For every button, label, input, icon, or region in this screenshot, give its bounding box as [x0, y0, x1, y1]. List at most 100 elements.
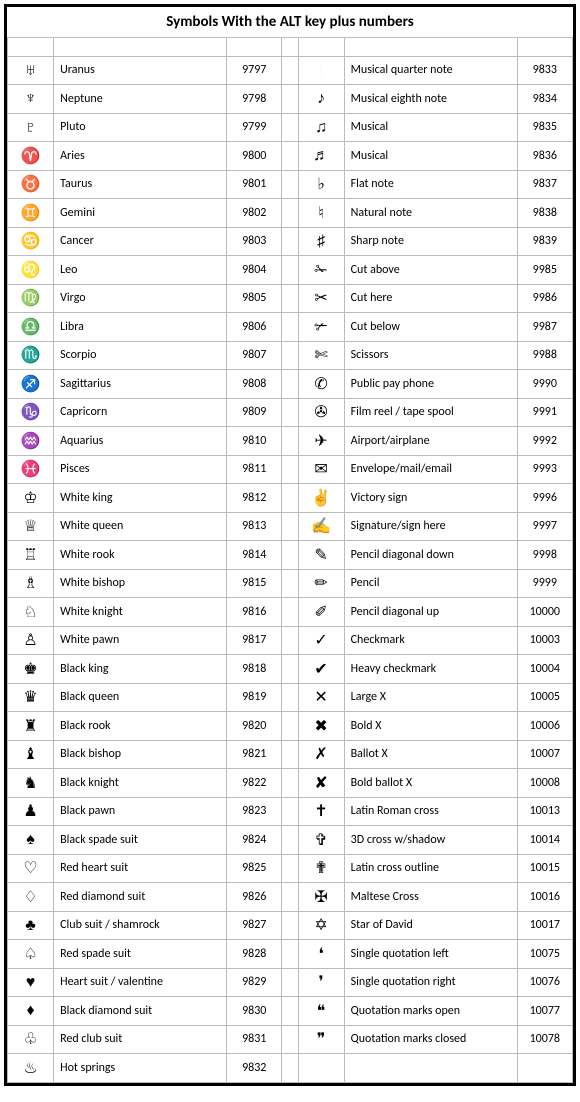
name-cell: Uranus — [54, 56, 227, 85]
table-container: Symbols With the ALT key plus numbers ♅U… — [4, 4, 576, 1086]
code-cell: 9993 — [517, 455, 572, 484]
symbol-cell: ♢ — [8, 883, 54, 912]
name-cell: Bold ballot X — [344, 769, 517, 798]
code-cell: 9823 — [227, 797, 282, 826]
symbol-cell: ✂ — [298, 284, 344, 313]
code-cell: 9808 — [227, 370, 282, 399]
gap-cell — [282, 370, 298, 399]
name-cell: Pencil — [344, 569, 517, 598]
name-cell: Single quotation left — [344, 940, 517, 969]
code-cell: 9827 — [227, 911, 282, 940]
symbol-cell: ♣ — [8, 911, 54, 940]
table-row: ♊Gemini9802♮Natural note9838 — [8, 199, 573, 228]
symbol-cell: ✐ — [298, 598, 344, 627]
symbol-cell: ♠ — [8, 826, 54, 855]
name-cell: White rook — [54, 541, 227, 570]
table-row: ♔White king9812✌Victory sign9996 — [8, 484, 573, 513]
symbol-cell: ♖ — [8, 541, 54, 570]
table-row: ♛Black queen9819✕Large X10005 — [8, 683, 573, 712]
name-cell: Heart suit / valentine — [54, 968, 227, 997]
table-row: ♅Uranus9797♩Musical quarter note9833 — [8, 56, 573, 85]
name-cell: Quotation marks closed — [344, 1025, 517, 1054]
symbol-cell: ♍ — [8, 284, 54, 313]
name-cell: Airport/airplane — [344, 427, 517, 456]
gap-cell — [282, 626, 298, 655]
name-cell: Maltese Cross — [344, 883, 517, 912]
symbol-cell: ♘ — [8, 598, 54, 627]
name-cell: Virgo — [54, 284, 227, 313]
code-cell: 10013 — [517, 797, 572, 826]
gap-cell — [282, 427, 298, 456]
name-cell: Ballot X — [344, 740, 517, 769]
table-row: ♇Pluto9799♫Musical9835 — [8, 113, 573, 142]
code-cell: 9818 — [227, 655, 282, 684]
code-cell: 9817 — [227, 626, 282, 655]
symbol-cell: ♩ — [298, 56, 344, 85]
symbol-cell: ♕ — [8, 512, 54, 541]
code-cell: 9800 — [227, 142, 282, 171]
name-cell: White knight — [54, 598, 227, 627]
code-cell: 9809 — [227, 398, 282, 427]
code-cell: 10017 — [517, 911, 572, 940]
symbol-cell: ♉ — [8, 170, 54, 199]
name-cell: Black rook — [54, 712, 227, 741]
name-cell: Star of David — [344, 911, 517, 940]
code-cell: 9828 — [227, 940, 282, 969]
symbol-cell: ✡ — [298, 911, 344, 940]
symbol-cell: ♒ — [8, 427, 54, 456]
name-cell: 3D cross w/shadow — [344, 826, 517, 855]
symbol-cell: ♔ — [8, 484, 54, 513]
gap-cell — [282, 683, 298, 712]
table-row: ♖White rook9814✎Pencil diagonal down9998 — [8, 541, 573, 570]
table-row: ♥Heart suit / valentine9829❜Single quota… — [8, 968, 573, 997]
code-cell: 9806 — [227, 313, 282, 342]
symbol-cell: ♦ — [8, 997, 54, 1026]
name-cell: Checkmark — [344, 626, 517, 655]
code-cell: 10016 — [517, 883, 572, 912]
gap-cell — [282, 883, 298, 912]
gap-cell — [282, 569, 298, 598]
symbol-cell: ♈ — [8, 142, 54, 171]
symbol-cell: ✇ — [298, 398, 344, 427]
name-cell: Latin cross outline — [344, 854, 517, 883]
code-cell: 10000 — [517, 598, 572, 627]
name-cell: Victory sign — [344, 484, 517, 513]
code-cell: 9829 — [227, 968, 282, 997]
code-cell: 9987 — [517, 313, 572, 342]
code-cell: 10004 — [517, 655, 572, 684]
name-cell: Red heart suit — [54, 854, 227, 883]
name-cell: Red club suit — [54, 1025, 227, 1054]
symbol-cell: ✈ — [298, 427, 344, 456]
table-row: ♋Cancer9803♯Sharp note9839 — [8, 227, 573, 256]
symbol-cell: ♅ — [8, 56, 54, 85]
code-cell: 9833 — [517, 56, 572, 85]
symbol-cell: ✓ — [298, 626, 344, 655]
name-cell: Envelope/mail/email — [344, 455, 517, 484]
name-cell: Quotation marks open — [344, 997, 517, 1026]
code-cell: 10076 — [517, 968, 572, 997]
symbol-cell: ♛ — [8, 683, 54, 712]
name-cell: Sharp note — [344, 227, 517, 256]
code-cell: 9797 — [227, 56, 282, 85]
symbol-cell: ♚ — [8, 655, 54, 684]
symbol-cell: ❜ — [298, 968, 344, 997]
code-cell: 9807 — [227, 341, 282, 370]
symbol-cell: ♞ — [8, 769, 54, 798]
code-cell: 10015 — [517, 854, 572, 883]
table-row: ♘White knight9816✐Pencil diagonal up1000… — [8, 598, 573, 627]
symbol-cell: ♙ — [8, 626, 54, 655]
name-cell: Single quotation right — [344, 968, 517, 997]
name-cell: Cancer — [54, 227, 227, 256]
gap-cell — [282, 256, 298, 285]
name-cell: Taurus — [54, 170, 227, 199]
symbol-cell: ✎ — [298, 541, 344, 570]
name-cell: Black queen — [54, 683, 227, 712]
gap-cell — [282, 313, 298, 342]
name-cell: Film reel / tape spool — [344, 398, 517, 427]
symbol-cell: ♭ — [298, 170, 344, 199]
code-cell: 9814 — [227, 541, 282, 570]
code-cell: 9813 — [227, 512, 282, 541]
name-cell: Musical — [344, 113, 517, 142]
gap-cell — [282, 968, 298, 997]
code-cell: 10007 — [517, 740, 572, 769]
